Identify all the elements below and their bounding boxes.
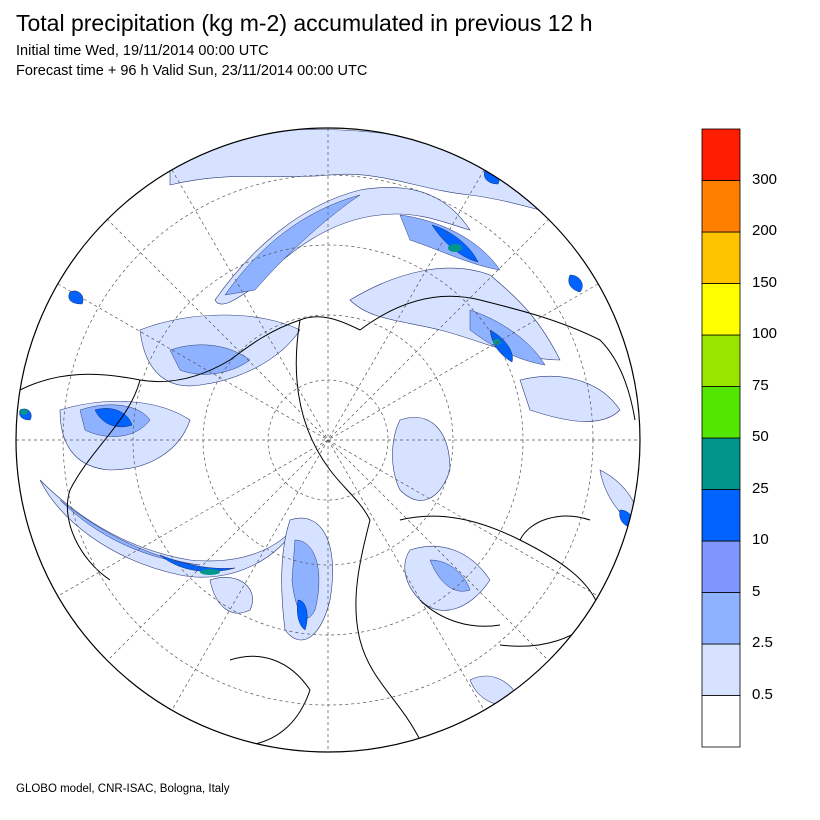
legend-label: 10 xyxy=(752,531,769,548)
legend-label: 200 xyxy=(752,222,778,239)
legend-label: 25 xyxy=(752,479,769,497)
legend-swatch xyxy=(701,437,741,490)
legend-label: 100 xyxy=(752,325,778,342)
legend-swatch xyxy=(701,643,741,696)
initial-time: Initial time Wed, 19/11/2014 00:00 UTC xyxy=(16,43,269,59)
legend-swatch xyxy=(701,489,741,542)
legend-swatch xyxy=(701,128,741,181)
legend-label: 0.5 xyxy=(752,685,773,703)
legend-swatch xyxy=(701,283,741,336)
graticule xyxy=(16,128,640,752)
legend-label: 300 xyxy=(752,170,778,188)
legend-label: 5 xyxy=(752,582,761,600)
map-title: Total precipitation (kg m-2) accumulated… xyxy=(16,10,593,36)
legend-label: 75 xyxy=(752,376,769,394)
legend-swatch xyxy=(701,386,741,439)
legend-swatch xyxy=(701,231,741,284)
footer-credit: GLOBO model, CNR-ISAC, Bologna, Italy xyxy=(16,783,230,795)
legend-swatch xyxy=(701,334,741,387)
forecast-time: Forecast time + 96 h Valid Sun, 23/11/20… xyxy=(16,63,368,79)
legend-label: 150 xyxy=(752,273,778,291)
legend-swatch xyxy=(701,540,741,593)
map-border xyxy=(15,127,641,753)
legend-label: 50 xyxy=(752,428,769,445)
coastlines xyxy=(19,295,636,746)
legend-label: 2.5 xyxy=(752,634,773,651)
legend-swatch xyxy=(701,592,741,645)
legend-swatch xyxy=(701,180,741,233)
legend-swatch xyxy=(701,695,741,748)
